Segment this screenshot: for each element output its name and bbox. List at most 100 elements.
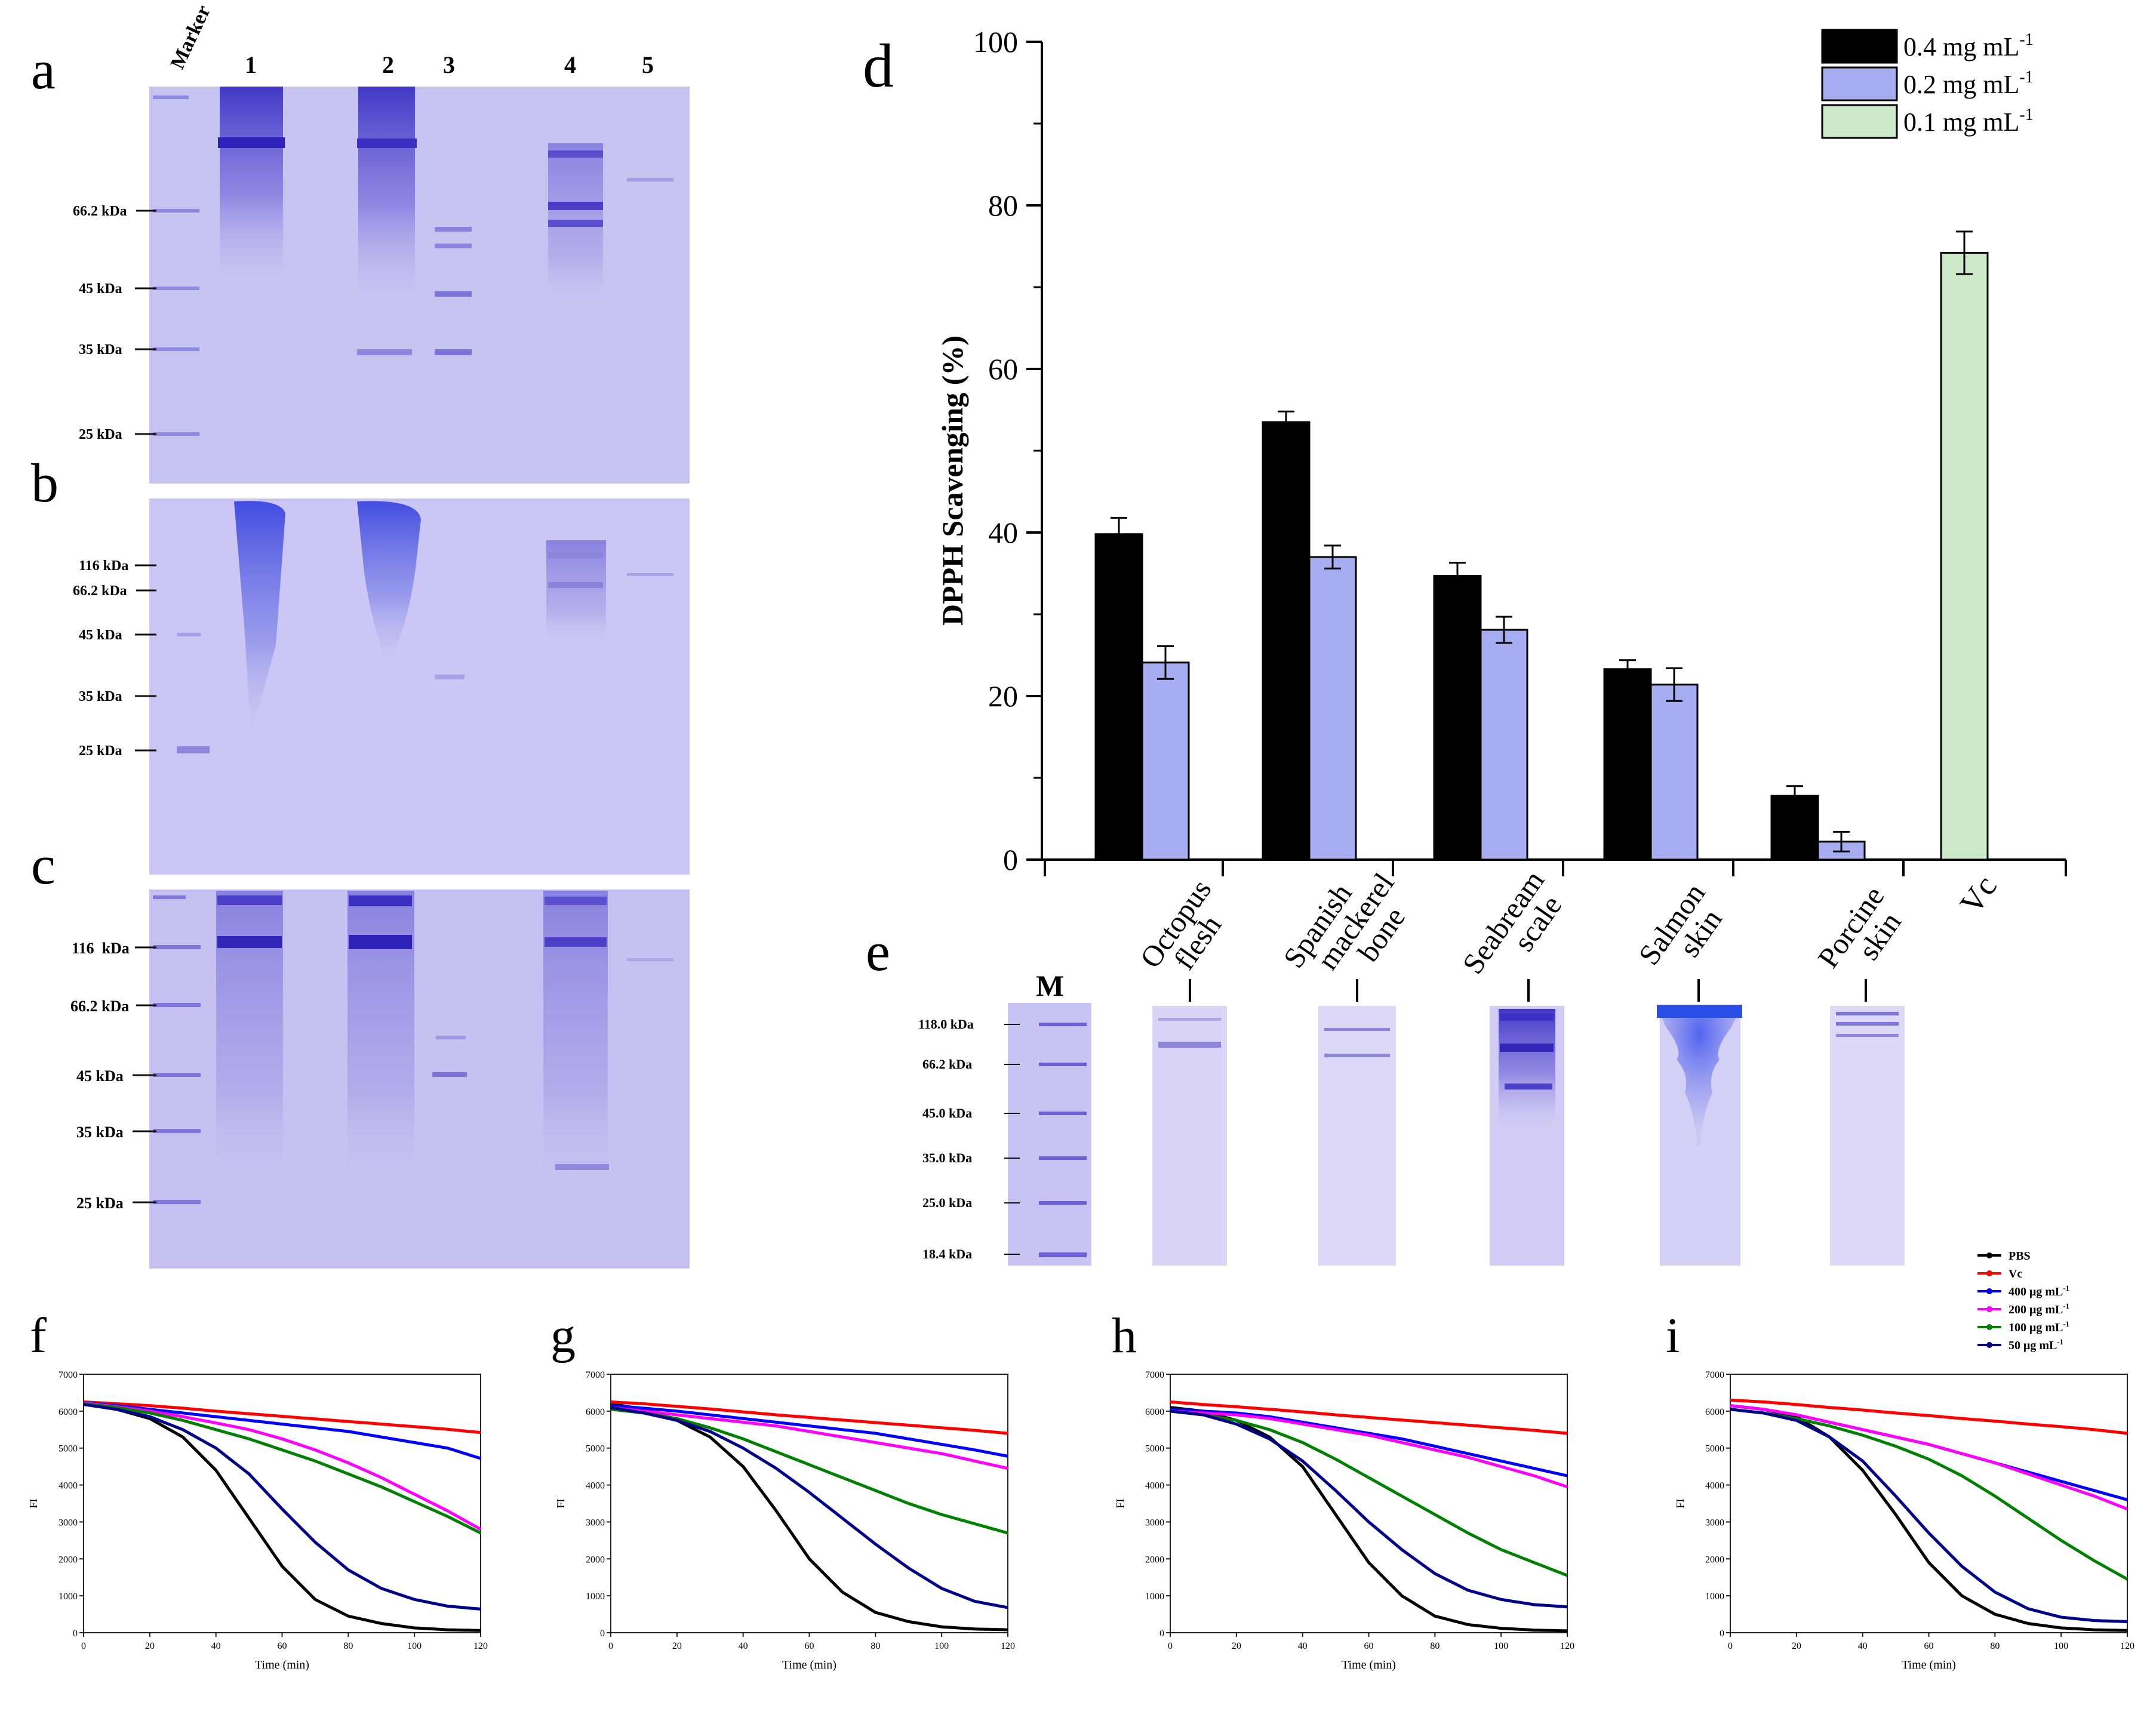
dpph-bar-0.2-1 [1308, 556, 1357, 861]
fluorescence-y-tick-label: 6000 [1705, 1407, 1724, 1417]
gel-a-lane1-band [218, 137, 285, 148]
fluorescence-x-tick-label: 0 [1728, 1641, 1733, 1651]
fluorescence-x-tick-label: 20 [1232, 1641, 1241, 1651]
gel-b-marker-label-45: 45 kDa [79, 627, 122, 643]
gel-a-marker-label-45: 45 kDa [79, 281, 122, 297]
panel-letter-g: g [550, 1308, 576, 1363]
gel-a-lane5-band [627, 178, 673, 181]
fluorescence-series-f-100 [83, 1402, 482, 1535]
gel-e-marker-lane-label: M [1036, 969, 1064, 1002]
fluorescence-legend-label-200: 200 μg mL-1 [2008, 1301, 2069, 1316]
gel-c: 116 kDa 66.2 kDa 45 kDa 35 kDa 25 kDa [70, 889, 690, 1269]
gel-c-lane4-band-2 [545, 937, 607, 947]
gel-a-lane1-smear [220, 87, 283, 284]
gel-b-background [149, 498, 690, 875]
gel-c-lane2-band-2 [349, 935, 412, 949]
gel-e-seabream-band-2 [1500, 1044, 1554, 1052]
fluorescence-x-tick-label: 120 [1560, 1641, 1574, 1651]
fluorescence-y-tick-label: 0 [1159, 1629, 1164, 1639]
gel-e-octopus-band-0 [1158, 1018, 1221, 1021]
gel-e-octopus-band-1 [1158, 1042, 1221, 1048]
gel-c-marker-label-66: 66.2 kDa [70, 998, 129, 1015]
marker-lane-label: Marker [167, 2, 215, 72]
gel-a-marker-25 [153, 432, 199, 436]
gel-c-marker-25 [153, 1200, 201, 1204]
fluorescence-x-tick-label: 60 [278, 1641, 287, 1651]
gel-a-marker-label-66: 66.2 kDa [73, 204, 127, 219]
gel-b-marker-label-35: 35 kDa [79, 689, 122, 704]
gel-b-marker-label-25: 25 kDa [79, 743, 122, 759]
gel-c-marker-35 [153, 1129, 201, 1133]
gel-a-lane3-band-2 [435, 244, 472, 248]
gel-a-marker-35 [153, 347, 199, 351]
gel-b-lane1-smear [234, 501, 285, 734]
fluorescence-legend-marker-400 [1986, 1288, 1992, 1294]
dpph-bar-0.4-0 [1094, 533, 1143, 861]
gel-e-label-salmon: Salmonskin [1632, 877, 1735, 987]
fluorescence-y-axis-title: FI [27, 1498, 39, 1508]
fluorescence-x-tick-label: 40 [211, 1641, 221, 1651]
fluorescence-series-f-50 [83, 1403, 481, 1611]
gel-e-marker-labels: 118.0 kDa 66.2 kDa 45.0 kDa 35.0 kDa 25.… [918, 1017, 974, 1261]
dpph-bar-0.2-2 [1480, 629, 1528, 861]
gel-c-marker-label-45: 45 kDa [76, 1067, 124, 1085]
gel-e-marker-label-66: 66.2 kDa [922, 1057, 972, 1072]
gel-a-lane2-smear [358, 87, 415, 301]
gel-e-porcine-band-3 [1836, 1034, 1899, 1037]
fluorescence-legend-marker-PBS [1986, 1252, 1992, 1258]
gel-a-lane2-band [357, 138, 417, 148]
fluorescence-chart-h: 0 1000 2000 3000 4000 5000 6000 7000 0 20 40 60 80 10… [1114, 1370, 1574, 1672]
fluorescence-series-h-Vc [1170, 1400, 1568, 1435]
legend-swatch-0.2 [1821, 66, 1898, 101]
gel-b-lane4-band-1 [548, 552, 603, 558]
fluorescence-chart-f: 0 1000 2000 3000 4000 5000 6000 7000 0 20 40 60 80 10… [27, 1370, 488, 1672]
gel-c-marker-label-35: 35 kDa [76, 1124, 124, 1141]
panel-letter-e: e [866, 921, 890, 982]
fluorescence-x-axis-title: Time (min) [1902, 1658, 1956, 1672]
gel-b-lane2-smear [357, 501, 421, 663]
panel-letter-c: c [31, 835, 56, 895]
gel-b-lane5-band [627, 573, 673, 576]
fluorescence-x-tick-label: 120 [473, 1641, 488, 1651]
dpph-bar-0.2-3 [1650, 684, 1699, 861]
gel-e-salmon-top [1657, 1005, 1742, 1018]
fluorescence-y-tick-label: 1000 [586, 1592, 605, 1602]
legend-label-0.2: 0.2 mg mL-1 [1903, 68, 2034, 99]
gel-a-lane4-band-2 [548, 202, 603, 210]
fluorescence-series-g-200 [610, 1406, 1008, 1470]
fluorescence-y-axis-title: FI [1674, 1498, 1686, 1508]
fluorescence-series-i-PBS [1730, 1404, 2128, 1632]
panel-letter-f: f [30, 1308, 47, 1363]
fluorescence-y-tick-label: 1000 [1145, 1592, 1164, 1602]
gel-e: e M Octopusflesh Spanishmackerelbone Sea… [866, 864, 1908, 1266]
dpph-y-axis-title: DPPH Scavenging (%) [936, 335, 969, 626]
gel-b-marker-25 [177, 746, 210, 753]
lane-number-4: 4 [564, 51, 576, 78]
gel-e-marker-label-35: 35.0 kDa [922, 1150, 972, 1165]
fluorescence-series-i-Vc [1730, 1398, 2128, 1435]
fluorescence-x-tick-label: 40 [1858, 1641, 1868, 1651]
fluorescence-x-tick-label: 120 [2120, 1641, 2134, 1651]
gel-a-lane2-band-35 [357, 349, 412, 355]
fluorescence-y-tick-label: 7000 [586, 1370, 605, 1380]
gel-e-salmon-blob [1657, 1006, 1742, 1146]
gel-a: 66.2 kDa 45 kDa 35 kDa 25 kDa [73, 87, 690, 484]
fluorescence-x-axis-title: Time (min) [1342, 1658, 1396, 1672]
fluorescence-series-g-400 [610, 1404, 1008, 1458]
gel-a-lane3-band-1 [435, 227, 472, 232]
fluorescence-x-axis-title: Time (min) [782, 1658, 836, 1672]
fluorescence-x-tick-label: 40 [739, 1641, 748, 1651]
fluorescence-y-tick-label: 1000 [1705, 1592, 1724, 1602]
gel-c-marker-label-25: 25 kDa [76, 1195, 124, 1212]
fluorescence-x-tick-label: 100 [2054, 1641, 2068, 1651]
fluorescence-legend-label-50: 50 μg mL-1 [2008, 1337, 2063, 1352]
fluorescence-legend-label-Vc: Vc [2008, 1267, 2022, 1281]
fluorescence-series-h-200 [1170, 1409, 1568, 1489]
fluorescence-y-tick-label: 0 [73, 1629, 78, 1639]
fluorescence-x-tick-label: 120 [1001, 1641, 1015, 1651]
fluorescence-x-tick-label: 60 [1364, 1641, 1374, 1651]
lane-number-2: 2 [382, 51, 394, 78]
fluorescence-y-tick-label: 5000 [1705, 1444, 1724, 1454]
gel-b: 116 kDa 66.2 kDa 45 kDa 35 kDa 25 kDa [73, 498, 690, 875]
gel-c-lane1-band-2 [217, 936, 282, 948]
